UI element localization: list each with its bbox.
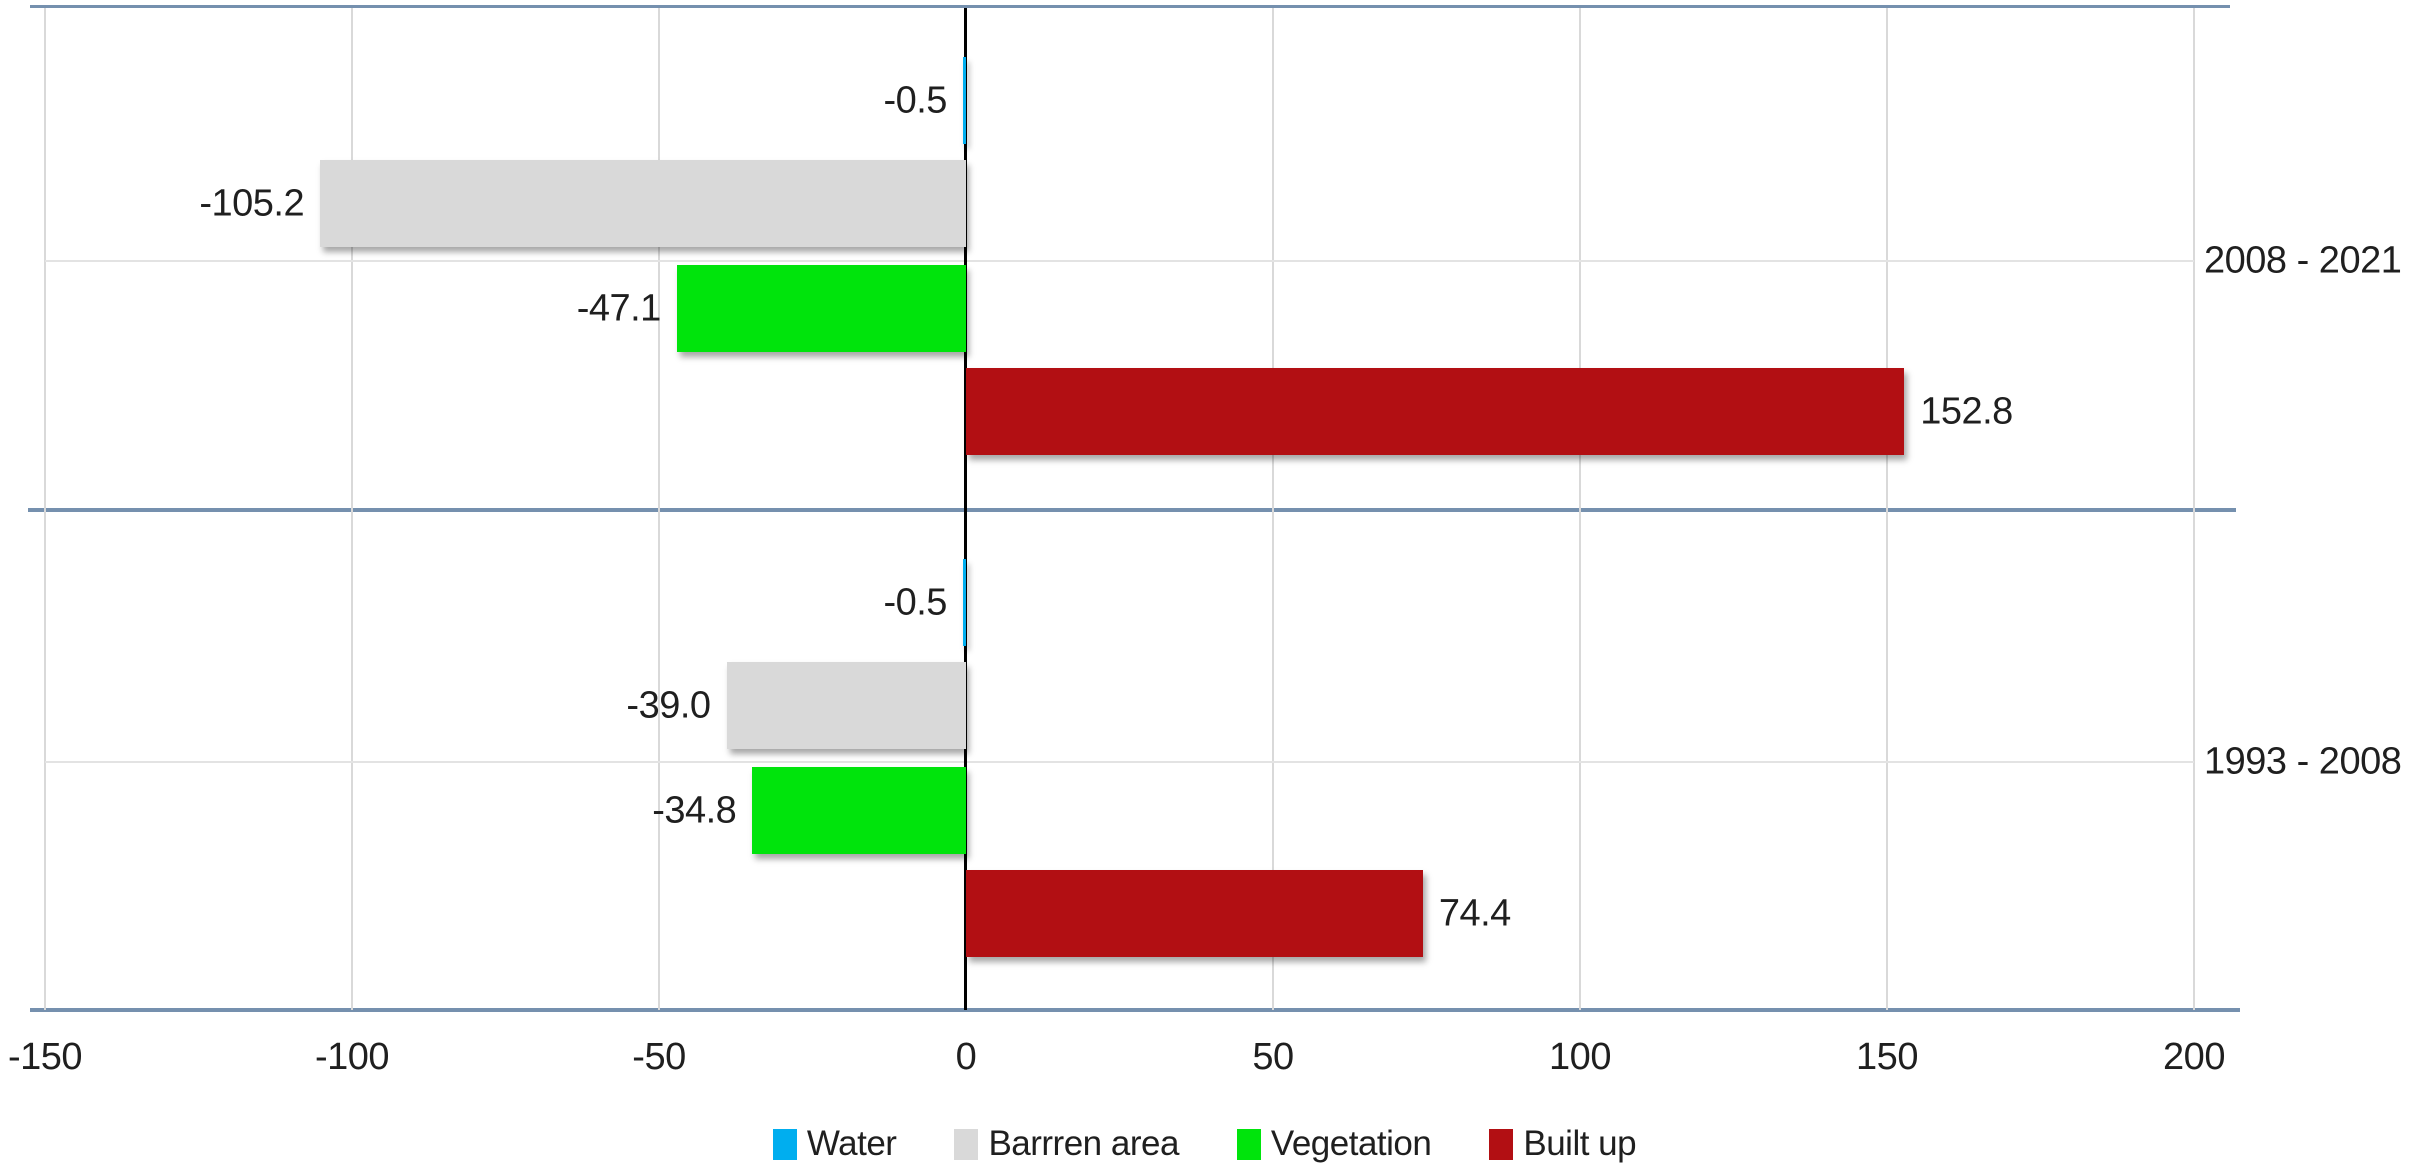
data-label-vegetation-1993-2008: -34.8	[652, 789, 737, 831]
legend-item-built-up: Built up	[1489, 1124, 1637, 1164]
category-label-2008-2021: 2008 - 2021	[2204, 239, 2402, 282]
data-label-barrren-area-2008-2021: -105.2	[199, 182, 305, 224]
x-tick-0: 0	[955, 1036, 977, 1078]
gridline-x-100	[1579, 8, 1581, 1010]
legend-label-barrren-area: Barrren area	[988, 1124, 1179, 1163]
axis-line-bottom	[30, 1008, 2240, 1012]
gridline-category-1	[45, 761, 2194, 763]
legend-swatch-vegetation	[1236, 1128, 1261, 1160]
x-tick--150: -150	[7, 1036, 83, 1078]
legend-item-vegetation: Vegetation	[1236, 1124, 1432, 1164]
gridline-x-150	[1886, 8, 1888, 1010]
legend-swatch-built-up	[1489, 1128, 1514, 1160]
data-label-vegetation-2008-2021: -47.1	[576, 287, 662, 329]
data-label-barrren-area-1993-2008: -39.0	[626, 684, 711, 726]
legend-item-water: Water	[772, 1124, 897, 1164]
bar-water-1993-2008	[962, 559, 966, 646]
bar-water-2008-2021	[962, 57, 966, 144]
legend-item-barrren-area: Barrren area	[954, 1124, 1179, 1164]
x-tick--100: -100	[314, 1036, 390, 1078]
legend-swatch-barrren-area	[954, 1128, 979, 1160]
bar-barrren-area-2008-2021	[320, 160, 966, 247]
legend-label-water: Water	[806, 1124, 897, 1163]
gridline-x-200	[2193, 8, 2195, 1010]
data-label-built-up-1993-2008: 74.4	[1438, 892, 1511, 934]
bar-built-up-2008-2021	[966, 368, 1905, 455]
data-label-built-up-2008-2021: 152.8	[1920, 390, 2013, 432]
bar-built-up-1993-2008	[966, 870, 1423, 957]
legend: Water Barrren area Vegetation Built up	[0, 1118, 2409, 1170]
gridline-x--50	[658, 8, 660, 1010]
bar-barrren-area-1993-2008	[726, 662, 966, 749]
zero-axis-line	[964, 8, 967, 1010]
x-tick--50: -50	[632, 1036, 686, 1078]
data-label-water-1993-2008: -0.5	[883, 581, 947, 623]
group-separator-line	[28, 508, 2236, 512]
bar-vegetation-1993-2008	[752, 767, 966, 854]
legend-label-vegetation: Vegetation	[1270, 1124, 1432, 1163]
x-tick-200: 200	[2163, 1036, 2225, 1078]
gridline-x--150	[44, 8, 46, 1010]
gridline-x--100	[351, 8, 353, 1010]
x-tick-100: 100	[1549, 1036, 1611, 1078]
x-tick-150: 150	[1856, 1036, 1918, 1078]
data-label-water-2008-2021: -0.5	[883, 79, 947, 121]
axis-line-top	[30, 5, 2230, 8]
bar-vegetation-2008-2021	[676, 265, 966, 352]
legend-swatch-water	[772, 1128, 797, 1160]
x-tick-50: 50	[1252, 1036, 1294, 1078]
gridline-x-50	[1272, 8, 1274, 1010]
gridline-category-0	[45, 260, 2194, 262]
legend-label-built-up: Built up	[1523, 1124, 1637, 1163]
category-label-1993-2008: 1993 - 2008	[2204, 740, 2402, 783]
